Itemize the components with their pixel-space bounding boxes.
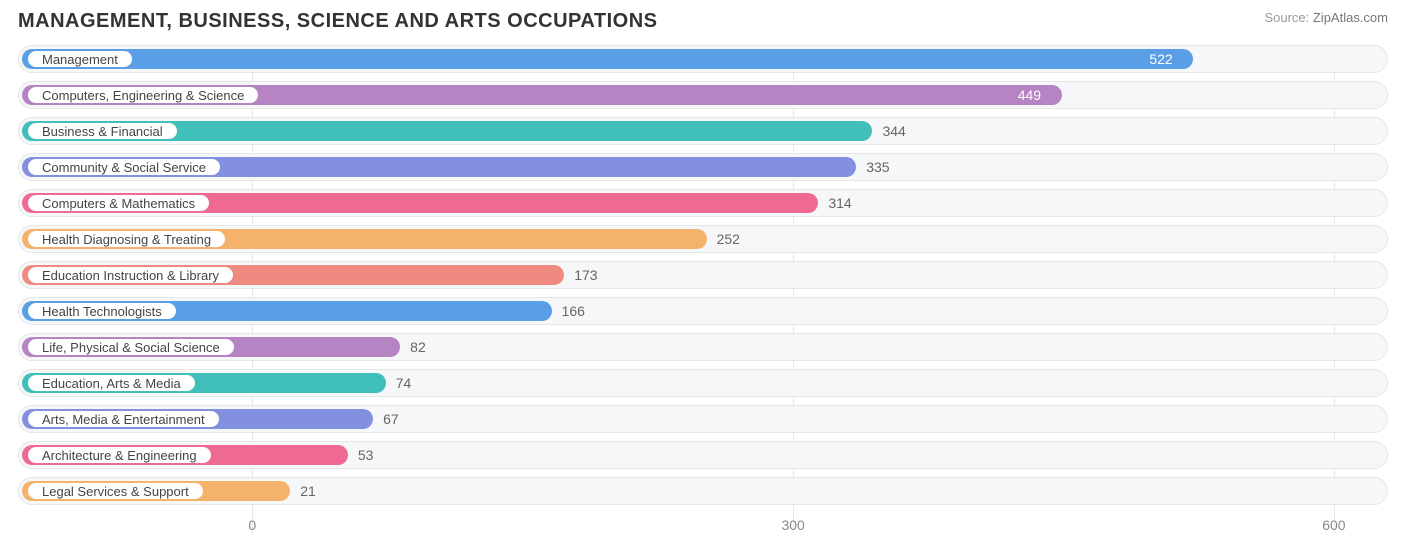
bar-row: Architecture & Engineering 53: [18, 441, 1388, 469]
bar-row: Community & Social Service 335: [18, 153, 1388, 181]
bar-row: Education Instruction & Library 173: [18, 261, 1388, 289]
bar-row: Management 522: [18, 45, 1388, 73]
bar-row: Business & Financial 344: [18, 117, 1388, 145]
chart-container: MANAGEMENT, BUSINESS, SCIENCE AND ARTS O…: [0, 0, 1406, 558]
bars-group: Management 522 Computers, Engineering & Sc…: [18, 45, 1388, 505]
value-label: 53: [358, 441, 374, 469]
value-label: 67: [383, 405, 399, 433]
bar-row: Health Diagnosing & Treating 252: [18, 225, 1388, 253]
category-pill: Health Diagnosing & Treating: [26, 229, 227, 249]
header: MANAGEMENT, BUSINESS, SCIENCE AND ARTS O…: [18, 10, 1388, 33]
category-pill: Life, Physical & Social Science: [26, 337, 236, 357]
category-pill: Health Technologists: [26, 301, 178, 321]
source-site: ZipAtlas.com: [1313, 10, 1388, 25]
chart-title: MANAGEMENT, BUSINESS, SCIENCE AND ARTS O…: [18, 10, 657, 33]
source-label: Source:: [1264, 10, 1312, 25]
value-label: 344: [882, 117, 905, 145]
category-pill: Education Instruction & Library: [26, 265, 235, 285]
bar-row: Computers & Mathematics 314: [18, 189, 1388, 217]
bar-row: Education, Arts & Media 74: [18, 369, 1388, 397]
value-label: 314: [828, 189, 851, 217]
axis-tick-label: 600: [1322, 517, 1345, 533]
value-label: 173: [574, 261, 597, 289]
category-pill: Business & Financial: [26, 121, 179, 141]
category-pill: Arts, Media & Entertainment: [26, 409, 221, 429]
bar-row: Arts, Media & Entertainment 67: [18, 405, 1388, 433]
category-pill: Community & Social Service: [26, 157, 222, 177]
value-label: 522: [1149, 45, 1172, 73]
axis-tick-label: 300: [781, 517, 804, 533]
bar-row: Computers, Engineering & Science 449: [18, 81, 1388, 109]
value-label: 82: [410, 333, 426, 361]
value-label: 449: [1018, 81, 1041, 109]
category-pill: Architecture & Engineering: [26, 445, 213, 465]
bar-row: Legal Services & Support 21: [18, 477, 1388, 505]
value-label: 74: [396, 369, 412, 397]
category-pill: Legal Services & Support: [26, 481, 205, 501]
category-pill: Computers & Mathematics: [26, 193, 211, 213]
category-pill: Management: [26, 49, 134, 69]
x-axis: 0 300 600: [18, 513, 1388, 537]
value-label: 335: [866, 153, 889, 181]
bar-fill: [22, 49, 1193, 69]
bar-row: Health Technologists 166: [18, 297, 1388, 325]
value-label: 21: [300, 477, 316, 505]
axis-tick-label: 0: [248, 517, 256, 533]
source-attribution: Source: ZipAtlas.com: [1264, 10, 1388, 25]
category-pill: Computers, Engineering & Science: [26, 85, 260, 105]
category-pill: Education, Arts & Media: [26, 373, 197, 393]
value-label: 166: [562, 297, 585, 325]
chart-area: Management 522 Computers, Engineering & Sc…: [18, 45, 1388, 537]
value-label: 252: [717, 225, 740, 253]
bar-row: Life, Physical & Social Science 82: [18, 333, 1388, 361]
